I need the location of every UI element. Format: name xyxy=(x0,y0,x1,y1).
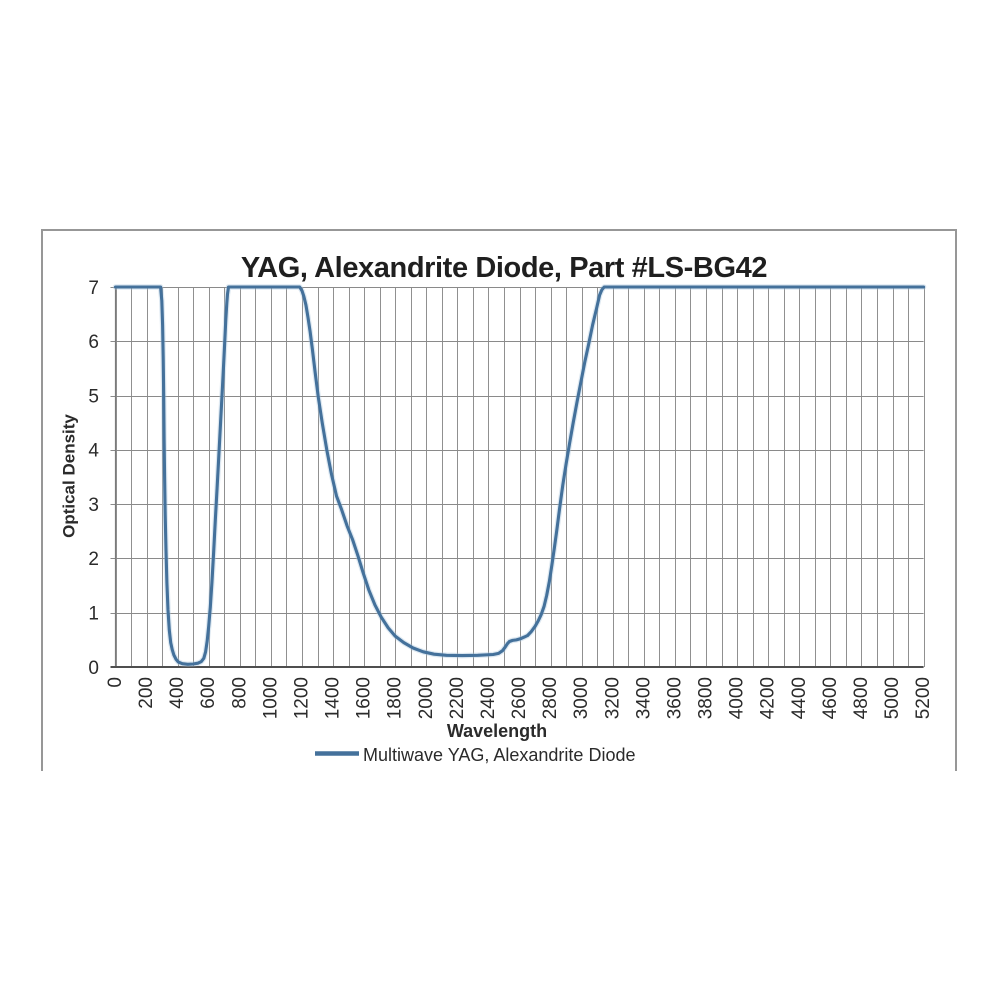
svg-text:1400: 1400 xyxy=(323,677,344,719)
svg-text:3: 3 xyxy=(88,495,99,516)
svg-text:Optical Density: Optical Density xyxy=(60,414,79,538)
svg-text:3000: 3000 xyxy=(571,677,592,719)
svg-text:Multiwave YAG, Alexandrite Dio: Multiwave YAG, Alexandrite Diode xyxy=(363,745,635,765)
svg-text:6: 6 xyxy=(88,332,99,353)
svg-text:2200: 2200 xyxy=(447,677,468,719)
svg-text:800: 800 xyxy=(229,677,250,709)
svg-text:4800: 4800 xyxy=(851,677,872,719)
svg-text:2400: 2400 xyxy=(478,677,499,719)
svg-text:2: 2 xyxy=(88,549,99,570)
svg-text:2800: 2800 xyxy=(540,677,561,719)
svg-text:4600: 4600 xyxy=(820,677,841,719)
svg-text:0: 0 xyxy=(88,658,99,679)
svg-text:1600: 1600 xyxy=(354,677,375,719)
svg-text:YAG, Alexandrite Diode, Part #: YAG, Alexandrite Diode, Part #LS-BG42 xyxy=(241,252,767,284)
svg-text:1800: 1800 xyxy=(385,677,406,719)
svg-text:7: 7 xyxy=(88,278,99,299)
svg-text:3600: 3600 xyxy=(665,677,686,719)
svg-text:5000: 5000 xyxy=(882,677,903,719)
svg-text:1: 1 xyxy=(88,604,99,625)
svg-text:4000: 4000 xyxy=(727,677,748,719)
svg-text:1000: 1000 xyxy=(260,677,281,719)
svg-text:1200: 1200 xyxy=(292,677,313,719)
svg-text:3800: 3800 xyxy=(696,677,717,719)
svg-text:0: 0 xyxy=(105,677,126,688)
svg-text:4200: 4200 xyxy=(758,677,779,719)
svg-text:2600: 2600 xyxy=(509,677,530,719)
svg-text:200: 200 xyxy=(136,677,157,709)
svg-text:4: 4 xyxy=(88,441,99,462)
svg-text:Wavelength: Wavelength xyxy=(447,721,547,741)
svg-text:2000: 2000 xyxy=(416,677,437,719)
svg-text:600: 600 xyxy=(198,677,219,709)
svg-text:4400: 4400 xyxy=(789,677,810,719)
svg-text:3400: 3400 xyxy=(633,677,654,719)
svg-text:5: 5 xyxy=(88,386,99,407)
svg-text:400: 400 xyxy=(167,677,188,709)
svg-text:3200: 3200 xyxy=(602,677,623,719)
svg-text:5200: 5200 xyxy=(913,677,934,719)
